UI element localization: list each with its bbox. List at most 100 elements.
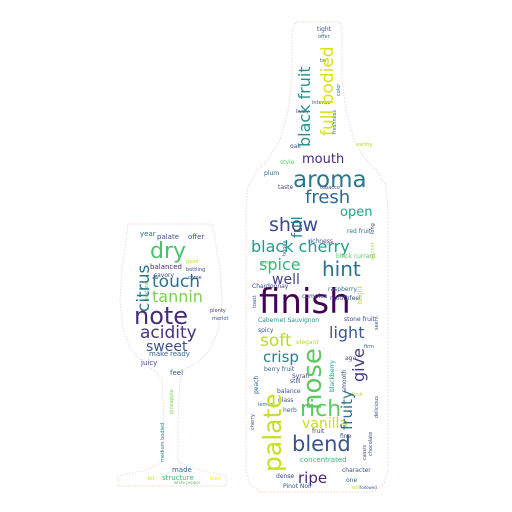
word: glass	[278, 397, 293, 404]
word: long	[370, 223, 376, 234]
word: nose	[298, 348, 328, 410]
word: note	[134, 302, 188, 330]
word: ready	[170, 350, 190, 358]
word: concentrated	[300, 456, 347, 464]
word: Syrah	[292, 373, 310, 380]
word: bit	[148, 476, 155, 482]
word: elegant	[296, 339, 319, 346]
word: citrus	[134, 265, 154, 312]
word: balance	[277, 388, 301, 395]
word: lemon	[258, 402, 274, 408]
word: pineapple	[169, 389, 175, 414]
word: year	[140, 230, 156, 238]
word: medium bodied	[160, 423, 166, 462]
word: open	[340, 205, 372, 220]
word: chocolate	[368, 432, 374, 456]
word: character	[342, 467, 371, 474]
word: ripe	[298, 469, 327, 487]
word: fruity	[338, 390, 356, 430]
word: freshness	[332, 110, 338, 134]
word: green	[260, 260, 274, 266]
word: drink	[350, 392, 363, 398]
word: peach	[253, 376, 260, 394]
word: rich	[300, 397, 341, 422]
word: raspberry	[328, 286, 357, 293]
word: Pinot Noir	[283, 483, 313, 490]
word: light	[329, 323, 364, 342]
wine-glass-outline	[117, 223, 227, 487]
word: intense	[312, 100, 330, 106]
word: one	[346, 477, 357, 484]
word: bottling	[186, 267, 205, 273]
word: touch	[152, 272, 200, 292]
word: full bodied	[318, 46, 338, 136]
word: mouthfeel	[330, 295, 361, 302]
word: tannin	[152, 287, 203, 306]
word: Chardonnay	[252, 283, 289, 290]
word: give	[349, 348, 368, 382]
word: fresh	[305, 187, 350, 208]
word: texture	[144, 282, 150, 300]
word: show	[269, 214, 318, 236]
wine-bottle-outline	[245, 21, 389, 493]
word: Cabernet Sauvignon	[258, 317, 319, 324]
word: aroma	[293, 167, 367, 193]
word: full	[290, 216, 306, 238]
word: herb	[283, 407, 297, 414]
word: followed	[360, 485, 377, 490]
word: white pepper	[174, 480, 201, 485]
word: soft	[260, 331, 292, 351]
word: lead	[210, 476, 221, 482]
word: lively	[296, 109, 309, 115]
word: spice	[259, 255, 301, 274]
word: balanced	[150, 263, 182, 271]
word: cassis	[362, 445, 368, 460]
word: earthy	[356, 142, 372, 148]
word: tart	[320, 58, 329, 64]
word: berry fruit	[264, 366, 295, 373]
word: offer	[318, 34, 331, 40]
glass-words: acidity note dry touch tannin sweet pala…	[134, 230, 228, 485]
word: vanilla	[302, 416, 348, 432]
word: finish	[259, 282, 351, 322]
word: dry	[150, 239, 186, 264]
word: honey	[282, 241, 288, 256]
word: richness	[308, 238, 333, 245]
word: plenty	[210, 308, 226, 314]
word: toast	[252, 295, 258, 308]
word: tobacco	[320, 185, 340, 191]
word: delicious	[374, 396, 380, 418]
word: tight	[317, 26, 332, 33]
word: seem	[374, 316, 380, 330]
word: bright	[357, 285, 364, 304]
word: style	[280, 159, 295, 166]
word: blend	[292, 432, 351, 456]
word: come	[188, 275, 202, 281]
word: black cherry	[251, 237, 350, 256]
word: will	[352, 485, 360, 491]
word: spicy	[258, 327, 274, 334]
word: structure	[162, 474, 194, 482]
word: taste	[278, 184, 294, 191]
word: made	[172, 466, 192, 474]
word: red fruit	[347, 228, 372, 235]
word: well	[272, 272, 300, 288]
bottle-words: finish aroma blend rich black cherry hin…	[250, 26, 380, 491]
word: cherry	[250, 414, 256, 430]
word: smooth	[341, 369, 348, 392]
word: mouth	[302, 152, 344, 167]
word: apricot	[370, 243, 376, 260]
word: fine	[340, 433, 352, 440]
word: oak	[290, 143, 301, 150]
word: age	[345, 355, 356, 362]
word: acidity	[140, 323, 197, 343]
word: stone fruit	[344, 316, 376, 323]
word: still	[290, 378, 301, 385]
word: crisp	[263, 348, 299, 366]
word: make	[149, 350, 168, 358]
word: hint	[322, 257, 361, 281]
word: complex	[302, 293, 328, 300]
word: black currant	[336, 253, 376, 260]
